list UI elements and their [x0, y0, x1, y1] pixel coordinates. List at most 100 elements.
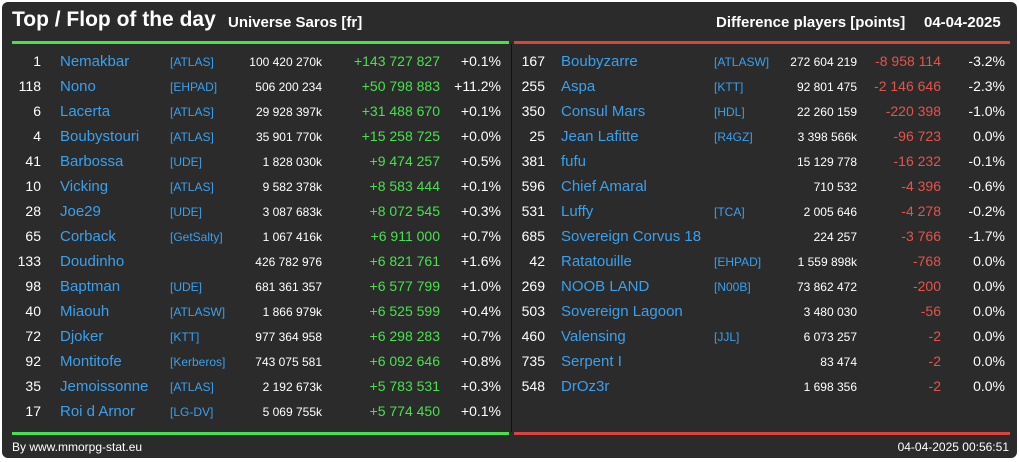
alliance-tag-link[interactable]: [EHPAD]: [170, 80, 218, 94]
points-difference: -96 723: [893, 128, 941, 144]
alliance-tag-link[interactable]: [TCA]: [714, 205, 745, 219]
alliance-tag-link[interactable]: [UDE]: [170, 205, 203, 219]
player-points: 506 200 234: [255, 80, 322, 94]
alliance-tag-link[interactable]: [GetSalty]: [170, 230, 223, 244]
alliance-tag-link[interactable]: [UDE]: [170, 155, 203, 169]
points-difference: +9 474 257: [369, 153, 440, 169]
player-name-link[interactable]: Luffy: [561, 203, 594, 220]
player-name-link[interactable]: Joe29: [60, 203, 101, 220]
player-points: 426 782 976: [255, 255, 322, 269]
alliance-tag-link[interactable]: [EHPAD]: [714, 255, 762, 269]
alliance-tag-link[interactable]: [KTT]: [170, 330, 200, 344]
alliance-tag-link[interactable]: [N00B]: [714, 280, 751, 294]
player-points: 3 480 030: [803, 305, 857, 319]
player-rank: 28: [25, 203, 41, 219]
player-points: 1 828 030k: [262, 155, 322, 169]
player-name-link[interactable]: Boubystouri: [60, 128, 140, 145]
player-name-link[interactable]: Vicking: [60, 178, 109, 195]
player-points: 1 866 979k: [262, 305, 322, 319]
player-name-link[interactable]: Sovereign Lagoon: [561, 303, 683, 320]
points-difference: -220 398: [885, 103, 941, 119]
player-name-link[interactable]: Valensing: [561, 328, 626, 345]
player-name-link[interactable]: Lacerta: [60, 103, 111, 120]
player-rank: 10: [25, 178, 41, 194]
percent-change: 0.0%: [973, 128, 1005, 144]
alliance-tag-link[interactable]: [KTT]: [714, 80, 744, 94]
player-name-link[interactable]: Boubyzarre: [561, 53, 638, 70]
player-rank: 35: [25, 378, 41, 394]
player-name-link[interactable]: Baptman: [60, 278, 121, 295]
player-name-link[interactable]: Miaouh: [60, 303, 110, 320]
percent-change: 0.0%: [973, 353, 1005, 369]
alliance-tag-link[interactable]: [ATLAS]: [170, 130, 214, 144]
points-difference: +143 727 827: [353, 53, 440, 69]
player-row: 28 Joe29 [UDE] 3 087 683k +8 072 545 +0.3%: [12, 200, 509, 225]
player-row: 133 Doudinho 426 782 976 +6 821 761 +1.6%: [12, 250, 509, 275]
player-name-link[interactable]: Djoker: [60, 328, 104, 345]
player-name-link[interactable]: fufu: [561, 153, 587, 170]
player-name-link[interactable]: Consul Mars: [561, 103, 646, 120]
alliance-tag-link[interactable]: [HDL]: [714, 105, 745, 119]
percent-change: +0.1%: [460, 53, 501, 69]
percent-change: +0.5%: [460, 153, 501, 169]
player-name-link[interactable]: Jemoissonne: [60, 378, 149, 395]
player-row: 4 Boubystouri [ATLAS] 35 901 770k +15 258 72…: [12, 125, 509, 150]
player-rank: 460: [521, 328, 545, 344]
player-row: 41 Barbossa [UDE] 1 828 030k +9 474 257 +0.5%: [12, 150, 509, 175]
points-difference: +6 298 283: [369, 328, 440, 344]
player-rank: 65: [25, 228, 41, 244]
percent-change: -1.0%: [968, 103, 1005, 119]
player-rank: 596: [521, 178, 545, 194]
alliance-tag-link[interactable]: [ATLAS]: [170, 180, 214, 194]
alliance-tag-link[interactable]: [R4GZ]: [714, 130, 753, 144]
player-row: 25 Jean Lafitte [R4GZ] 3 398 566k -96 723 0.0…: [514, 125, 1010, 150]
player-rank: 72: [25, 328, 41, 344]
player-row: 1 Nemakbar [ATLAS] 100 420 270k +143 727 827…: [12, 50, 509, 75]
player-name-link[interactable]: Corback: [60, 228, 116, 245]
player-points: 6 073 257: [803, 330, 857, 344]
percent-change: +0.0%: [460, 128, 501, 144]
alliance-tag-link[interactable]: [ATLASW]: [714, 55, 770, 69]
player-rank: 503: [521, 303, 545, 319]
player-row: 72 Djoker [KTT] 977 364 958 +6 298 283 +0.7%: [12, 325, 509, 350]
player-name-link[interactable]: Roi d Arnor: [60, 403, 136, 420]
player-rank: 42: [529, 253, 545, 269]
player-rank: 98: [25, 278, 41, 294]
player-name-link[interactable]: Nemakbar: [60, 53, 130, 70]
percent-change: -2.3%: [968, 78, 1005, 94]
percent-change: -3.2%: [968, 53, 1005, 69]
player-name-link[interactable]: Aspa: [561, 78, 596, 95]
player-row: 381 fufu 15 129 778 -16 232 -0.1%: [514, 150, 1010, 175]
alliance-tag-link[interactable]: [UDE]: [170, 280, 203, 294]
alliance-tag-link[interactable]: [Kerberos]: [170, 355, 226, 369]
player-name-link[interactable]: Serpent I: [561, 353, 622, 370]
points-difference: -4 278: [901, 203, 941, 219]
player-rank: 17: [25, 403, 41, 419]
player-name-link[interactable]: Montitofe: [60, 353, 122, 370]
alliance-tag-link[interactable]: [ATLASW]: [170, 305, 226, 319]
player-name-link[interactable]: NOOB LAND: [561, 278, 650, 295]
alliance-tag-link[interactable]: [ATLAS]: [170, 380, 214, 394]
player-name-link[interactable]: Chief Amaral: [561, 178, 647, 195]
percent-change: +0.7%: [460, 328, 501, 344]
alliance-tag-link[interactable]: [JJL]: [714, 330, 740, 344]
footer-timestamp: 04-04-2025 00:56:51: [897, 440, 1009, 454]
percent-change: 0.0%: [973, 303, 1005, 319]
percent-change: +0.1%: [460, 178, 501, 194]
player-row: 17 Roi d Arnor [LG-DV] 5 069 755k +5 774 450…: [12, 400, 509, 425]
player-row: 118 Nono [EHPAD] 506 200 234 +50 798 883 +11.…: [12, 75, 509, 100]
player-name-link[interactable]: Sovereign Corvus 18: [561, 228, 702, 245]
footer-credit: By www.mmorpg-stat.eu: [12, 440, 143, 454]
player-name-link[interactable]: Doudinho: [60, 253, 125, 270]
points-difference: +6 821 761: [369, 253, 440, 269]
player-name-link[interactable]: Ratatouille: [561, 253, 632, 270]
alliance-tag-link[interactable]: [ATLAS]: [170, 105, 214, 119]
player-name-link[interactable]: Barbossa: [60, 153, 124, 170]
alliance-tag-link[interactable]: [LG-DV]: [170, 405, 214, 419]
player-name-link[interactable]: Jean Lafitte: [561, 128, 639, 145]
alliance-tag-link[interactable]: [ATLAS]: [170, 55, 214, 69]
player-row: 269 NOOB LAND [N00B] 73 862 472 -200 0.0%: [514, 275, 1010, 300]
player-name-link[interactable]: Nono: [60, 78, 96, 95]
points-difference: -2: [928, 378, 941, 394]
player-name-link[interactable]: DrOz3r: [561, 378, 610, 395]
